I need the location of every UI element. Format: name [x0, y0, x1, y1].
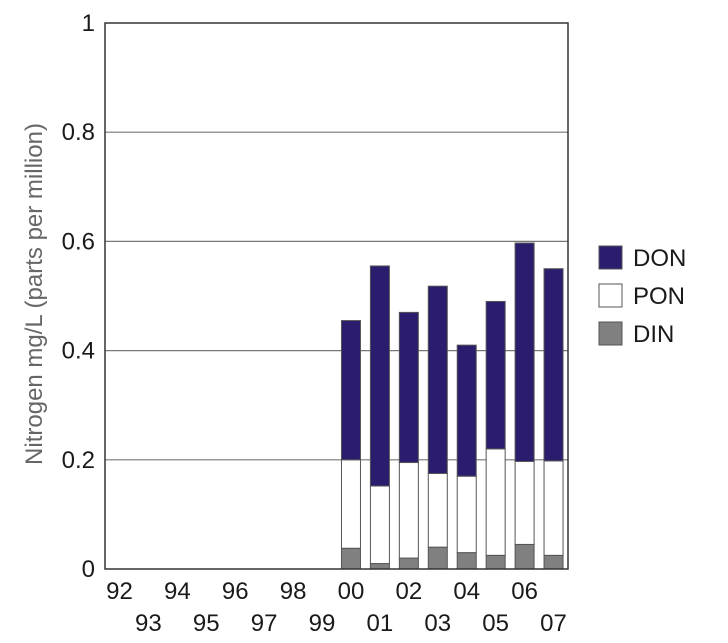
- legend: DON PON DIN: [598, 245, 686, 348]
- x-tick-label: 97: [251, 610, 278, 637]
- bar-segment-don-05: [485, 300, 506, 450]
- x-tick-label: 05: [482, 610, 509, 637]
- bar-segment-pon-01: [369, 485, 390, 565]
- x-tick-label: 02: [395, 578, 422, 605]
- y-tick-label: 0: [82, 556, 95, 583]
- bar-segment-pon-06: [514, 460, 535, 545]
- x-tick-label: 98: [280, 578, 307, 605]
- x-tick-label: 04: [453, 578, 480, 605]
- bar-segment-don-07: [543, 268, 564, 462]
- y-tick-label: 0.2: [62, 447, 95, 474]
- y-tick-label: 0.4: [62, 338, 95, 365]
- bar-segment-don-06: [514, 242, 535, 462]
- x-tick-label: 01: [367, 610, 394, 637]
- bar-segment-don-03: [427, 285, 448, 474]
- bar-segment-din-02: [398, 557, 419, 570]
- x-tick-label: 96: [222, 578, 249, 605]
- x-tick-label: 06: [511, 578, 538, 605]
- bar-segment-din-04: [456, 552, 477, 570]
- legend-label-din: DIN: [633, 321, 674, 348]
- legend-label-don: DON: [633, 245, 686, 272]
- x-tick-label: 00: [338, 578, 365, 605]
- bar-segment-din-03: [427, 546, 448, 570]
- legend-swatch-din: [598, 321, 623, 346]
- bar-segment-don-01: [369, 265, 390, 487]
- bar-segment-din-05: [485, 554, 506, 570]
- x-tick-label: 99: [309, 610, 336, 637]
- x-tick-label: 92: [106, 578, 133, 605]
- x-tick-label: 95: [193, 610, 220, 637]
- x-tick-label: 07: [540, 610, 567, 637]
- bar-segment-pon-02: [398, 462, 419, 559]
- legend-label-pon: PON: [633, 283, 685, 310]
- legend-swatch-pon: [598, 283, 623, 308]
- bar-segment-din-01: [369, 563, 390, 570]
- bar-segment-don-02: [398, 311, 419, 464]
- y-tick-labels: 0 0.2 0.4 0.6 0.8 1: [62, 10, 95, 583]
- legend-swatch-don: [598, 245, 623, 270]
- bar-segment-din-00: [340, 547, 361, 570]
- x-tick-label: 94: [164, 578, 191, 605]
- plot-frame: [104, 22, 569, 570]
- y-tick-label: 1: [82, 10, 95, 37]
- bar-segment-din-06: [514, 543, 535, 570]
- bar-segment-pon-04: [456, 475, 477, 554]
- x-tick-label: 03: [424, 610, 451, 637]
- bars: [340, 242, 564, 570]
- y-tick-label: 0.8: [62, 119, 95, 146]
- bar-segment-din-07: [543, 554, 564, 570]
- bar-segment-pon-07: [543, 460, 564, 556]
- x-tick-label: 93: [135, 610, 162, 637]
- bar-segment-pon-03: [427, 472, 448, 548]
- y-axis-label: Nitrogen mg/L (parts per million): [21, 123, 48, 465]
- bar-segment-don-04: [456, 344, 477, 477]
- bar-segment-pon-05: [485, 448, 506, 556]
- bar-segment-pon-00: [340, 459, 361, 549]
- bar-segment-don-00: [340, 320, 361, 461]
- y-tick-label: 0.6: [62, 228, 95, 255]
